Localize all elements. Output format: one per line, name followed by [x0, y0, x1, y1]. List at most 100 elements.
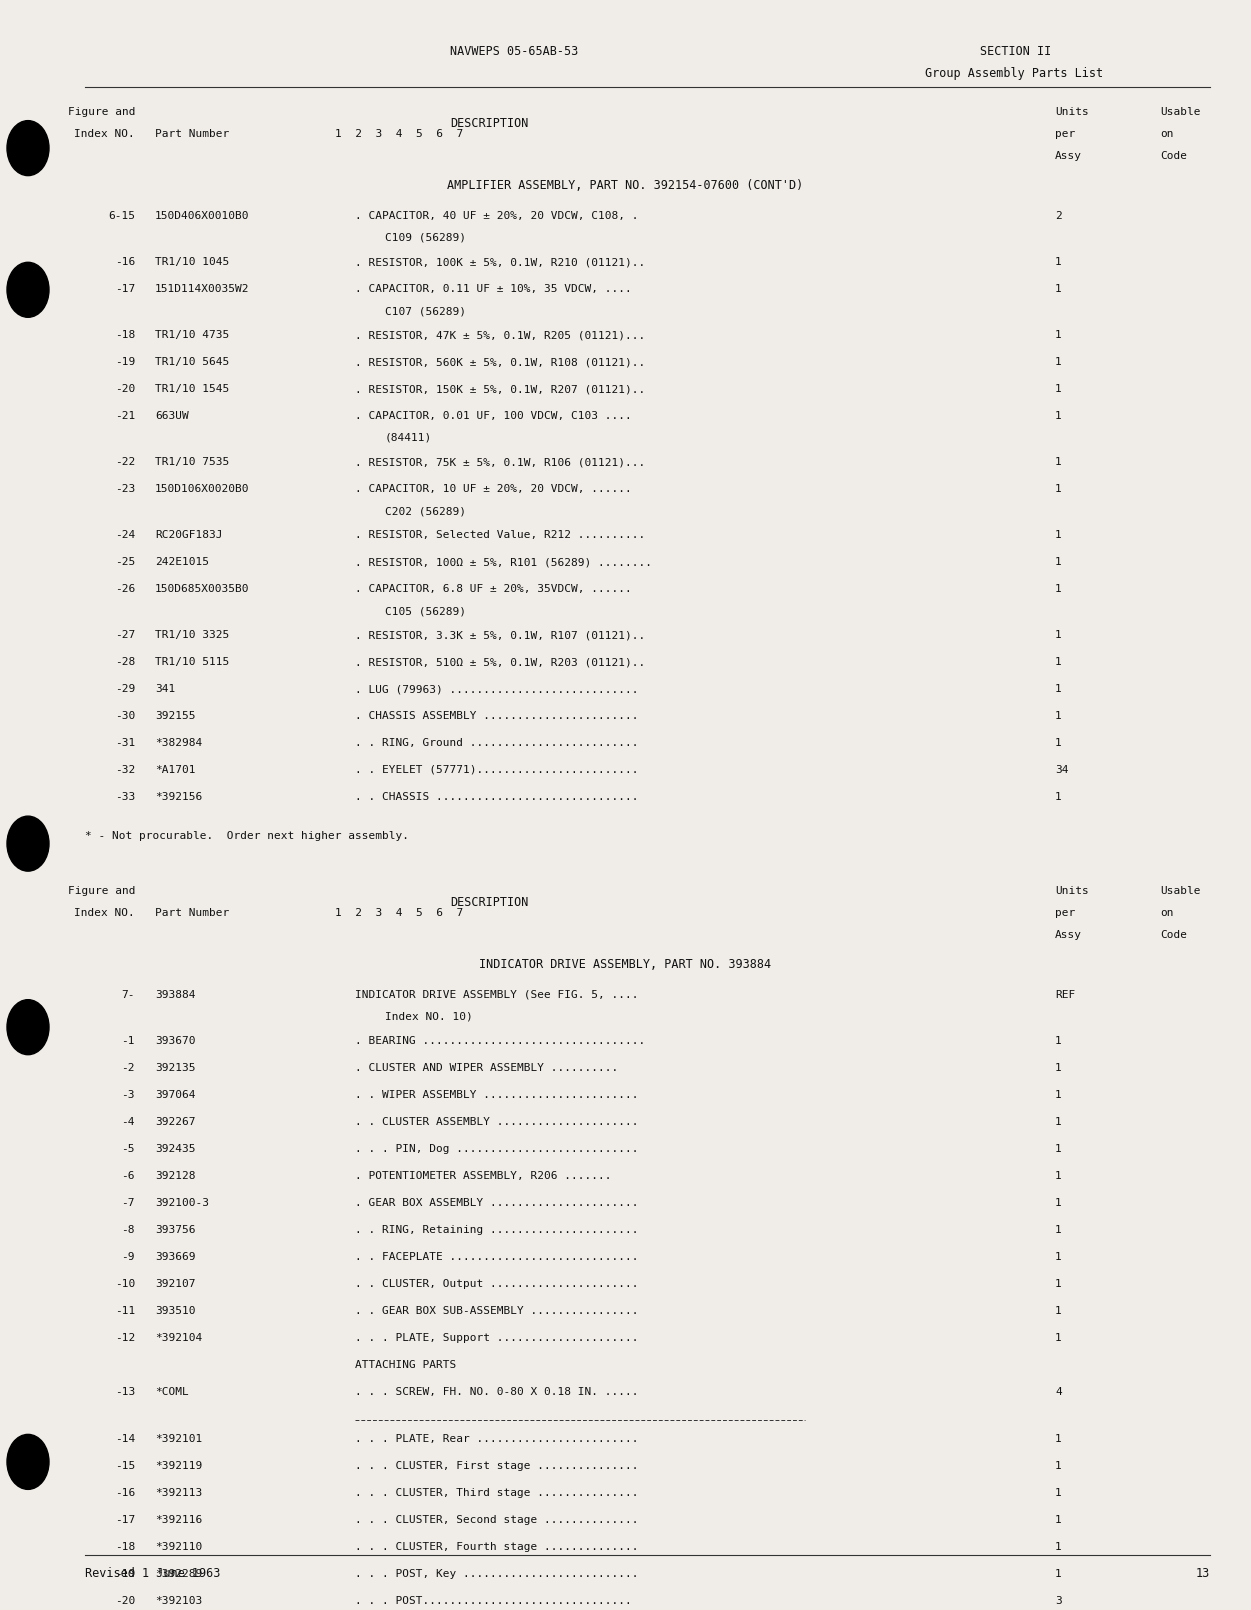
Text: -7: -7 — [121, 1198, 135, 1208]
Text: 1: 1 — [1055, 1488, 1062, 1497]
Text: *392289: *392289 — [155, 1570, 203, 1579]
Text: . . WIPER ASSEMBLY .......................: . . WIPER ASSEMBLY .....................… — [355, 1090, 638, 1100]
Text: TR1/10 7535: TR1/10 7535 — [155, 457, 229, 467]
Text: -18: -18 — [115, 330, 135, 340]
Text: . CAPACITOR, 40 UF ± 20%, 20 VDCW, C108, .: . CAPACITOR, 40 UF ± 20%, 20 VDCW, C108,… — [355, 211, 638, 221]
Text: 1: 1 — [1055, 1170, 1062, 1182]
Text: 393510: 393510 — [155, 1306, 195, 1315]
Text: -30: -30 — [115, 712, 135, 721]
Text: . RESISTOR, 100K ± 5%, 0.1W, R210 (01121)..: . RESISTOR, 100K ± 5%, 0.1W, R210 (01121… — [355, 258, 646, 267]
Ellipse shape — [8, 262, 49, 317]
Text: Units: Units — [1055, 886, 1088, 897]
Text: Figure and: Figure and — [68, 886, 135, 897]
Text: 34: 34 — [1055, 765, 1068, 774]
Text: . . . CLUSTER, Fourth stage ..............: . . . CLUSTER, Fourth stage ............… — [355, 1542, 638, 1552]
Text: Units: Units — [1055, 106, 1088, 118]
Text: 150D106X0020B0: 150D106X0020B0 — [155, 485, 249, 494]
Text: -29: -29 — [115, 684, 135, 694]
Text: 1: 1 — [1055, 411, 1062, 420]
Text: -27: -27 — [115, 630, 135, 641]
Text: 3: 3 — [1055, 1596, 1062, 1607]
Text: INDICATOR DRIVE ASSEMBLY, PART NO. 393884: INDICATOR DRIVE ASSEMBLY, PART NO. 39388… — [479, 958, 772, 971]
Text: -12: -12 — [115, 1333, 135, 1343]
Text: *382984: *382984 — [155, 737, 203, 749]
Text: 1: 1 — [1055, 584, 1062, 594]
Text: 392435: 392435 — [155, 1145, 195, 1154]
Text: -16: -16 — [115, 1488, 135, 1497]
Text: . . . CLUSTER, First stage ...............: . . . CLUSTER, First stage .............… — [355, 1460, 638, 1472]
Text: TR1/10 5115: TR1/10 5115 — [155, 657, 229, 667]
Text: . . RING, Retaining ......................: . . RING, Retaining ....................… — [355, 1225, 638, 1235]
Text: -20: -20 — [115, 1596, 135, 1607]
Text: . RESISTOR, 3.3K ± 5%, 0.1W, R107 (01121)..: . RESISTOR, 3.3K ± 5%, 0.1W, R107 (01121… — [355, 630, 646, 641]
Text: on: on — [1160, 129, 1173, 138]
Text: * - Not procurable.  Order next higher assembly.: * - Not procurable. Order next higher as… — [85, 831, 409, 840]
Text: 1: 1 — [1055, 1225, 1062, 1235]
Text: 1: 1 — [1055, 712, 1062, 721]
Text: 242E1015: 242E1015 — [155, 557, 209, 567]
Text: 393669: 393669 — [155, 1253, 195, 1262]
Text: 1: 1 — [1055, 1035, 1062, 1046]
Text: 1  2  3  4  5  6  7: 1 2 3 4 5 6 7 — [335, 129, 463, 138]
Text: 1: 1 — [1055, 557, 1062, 567]
Text: *392101: *392101 — [155, 1435, 203, 1444]
Text: . . . CLUSTER, Second stage ..............: . . . CLUSTER, Second stage ............… — [355, 1515, 638, 1525]
Text: 663UW: 663UW — [155, 411, 189, 420]
Text: . . . SCREW, FH. NO. 0-80 X 0.18 IN. .....: . . . SCREW, FH. NO. 0-80 X 0.18 IN. ...… — [355, 1386, 638, 1397]
Text: DESCRIPTION: DESCRIPTION — [450, 118, 528, 130]
Text: -13: -13 — [115, 1386, 135, 1397]
Text: . RESISTOR, 47K ± 5%, 0.1W, R205 (01121)...: . RESISTOR, 47K ± 5%, 0.1W, R205 (01121)… — [355, 330, 646, 340]
Text: -24: -24 — [115, 530, 135, 539]
Text: 392128: 392128 — [155, 1170, 195, 1182]
Text: 1: 1 — [1055, 1090, 1062, 1100]
Text: on: on — [1160, 908, 1173, 918]
Text: 1: 1 — [1055, 1063, 1062, 1072]
Text: 1: 1 — [1055, 1306, 1062, 1315]
Text: 1: 1 — [1055, 1117, 1062, 1127]
Text: (84411): (84411) — [385, 433, 433, 443]
Text: Figure and: Figure and — [68, 106, 135, 118]
Text: . . . POST, Key ..........................: . . . POST, Key ........................… — [355, 1570, 638, 1579]
Text: 1: 1 — [1055, 737, 1062, 749]
Text: -32: -32 — [115, 765, 135, 774]
Text: 392107: 392107 — [155, 1278, 195, 1290]
Text: SECTION II: SECTION II — [980, 45, 1051, 58]
Text: 1: 1 — [1055, 283, 1062, 295]
Text: Usable: Usable — [1160, 106, 1201, 118]
Text: -1: -1 — [121, 1035, 135, 1046]
Text: -10: -10 — [115, 1278, 135, 1290]
Text: . POTENTIOMETER ASSEMBLY, R206 .......: . POTENTIOMETER ASSEMBLY, R206 ....... — [355, 1170, 612, 1182]
Text: 392155: 392155 — [155, 712, 195, 721]
Text: 13: 13 — [1196, 1567, 1210, 1579]
Text: *392103: *392103 — [155, 1596, 203, 1607]
Text: INDICATOR DRIVE ASSEMBLY (See FIG. 5, ....: INDICATOR DRIVE ASSEMBLY (See FIG. 5, ..… — [355, 990, 638, 1000]
Text: 1: 1 — [1055, 385, 1062, 394]
Text: 6-15: 6-15 — [108, 211, 135, 221]
Text: -15: -15 — [115, 1460, 135, 1472]
Text: . . CHASSIS ..............................: . . CHASSIS ............................… — [355, 792, 638, 802]
Text: . CAPACITOR, 10 UF ± 20%, 20 VDCW, ......: . CAPACITOR, 10 UF ± 20%, 20 VDCW, .....… — [355, 485, 632, 494]
Text: Index NO.: Index NO. — [74, 129, 135, 138]
Text: 393756: 393756 — [155, 1225, 195, 1235]
Text: . RESISTOR, 75K ± 5%, 0.1W, R106 (01121)...: . RESISTOR, 75K ± 5%, 0.1W, R106 (01121)… — [355, 457, 646, 467]
Text: -21: -21 — [115, 411, 135, 420]
Text: 393670: 393670 — [155, 1035, 195, 1046]
Text: Revised 1 June 1963: Revised 1 June 1963 — [85, 1567, 220, 1579]
Text: -8: -8 — [121, 1225, 135, 1235]
Text: -25: -25 — [115, 557, 135, 567]
Ellipse shape — [8, 1000, 49, 1055]
Text: . . EYELET (57771)........................: . . EYELET (57771)......................… — [355, 765, 638, 774]
Text: *392116: *392116 — [155, 1515, 203, 1525]
Text: TR1/10 4735: TR1/10 4735 — [155, 330, 229, 340]
Text: *392110: *392110 — [155, 1542, 203, 1552]
Text: TR1/10 5645: TR1/10 5645 — [155, 357, 229, 367]
Text: -17: -17 — [115, 1515, 135, 1525]
Text: 7-: 7- — [121, 990, 135, 1000]
Text: . . . PLATE, Rear ........................: . . . PLATE, Rear ......................… — [355, 1435, 638, 1444]
Text: *A1701: *A1701 — [155, 765, 195, 774]
Text: -11: -11 — [115, 1306, 135, 1315]
Text: . . FACEPLATE ............................: . . FACEPLATE ..........................… — [355, 1253, 638, 1262]
Text: -3: -3 — [121, 1090, 135, 1100]
Text: ATTACHING PARTS: ATTACHING PARTS — [355, 1360, 457, 1370]
Text: . RESISTOR, Selected Value, R212 ..........: . RESISTOR, Selected Value, R212 .......… — [355, 530, 646, 539]
